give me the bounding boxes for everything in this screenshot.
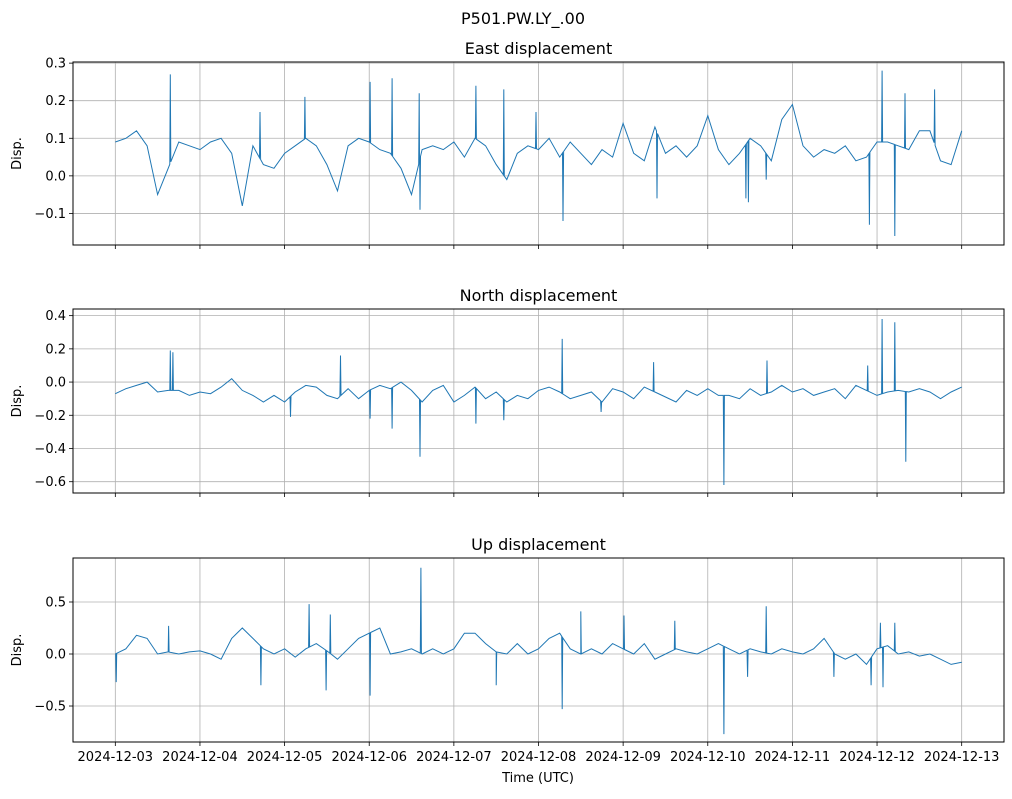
panel-title: East displacement	[465, 39, 612, 58]
y-tick-label: −0.4	[34, 442, 66, 457]
x-tick-label: 2024-12-04	[162, 750, 238, 765]
y-tick-label: −0.2	[34, 409, 66, 424]
y-tick-label: −0.1	[34, 207, 66, 222]
y-axis-label: Disp.	[10, 385, 25, 418]
panel-title: North displacement	[460, 286, 618, 305]
panel-north: −0.6 −0.4 −0.2 0.0 0.2 0.4 North displacement D…	[10, 286, 1005, 497]
series-line	[115, 567, 962, 735]
panel-up: 2024-12-03 2024-12-04 2024-12-05 2024-12-06…	[10, 535, 1005, 765]
x-axis-label: Time (UTC)	[501, 771, 574, 786]
y-tick-label: −0.5	[34, 700, 66, 715]
y-tick-label: 0.0	[45, 648, 66, 663]
y-axis-label: Disp.	[10, 137, 25, 170]
y-tick-label: 0.5	[45, 595, 66, 610]
y-tick-label: 0.0	[45, 376, 66, 391]
x-tick-label: 2024-12-13	[924, 750, 1000, 765]
y-tick-label: 0.2	[45, 94, 66, 109]
y-tick-label: 0.2	[45, 342, 66, 357]
x-tick-label: 2024-12-03	[78, 750, 154, 765]
x-tick-label: 2024-12-10	[670, 750, 746, 765]
panel-title: Up displacement	[471, 535, 606, 554]
y-tick-label: 0.4	[45, 309, 66, 324]
x-tick-label: 2024-12-08	[501, 750, 577, 765]
y-tick-label: −0.6	[34, 475, 66, 490]
x-tick-label: 2024-12-12	[839, 750, 915, 765]
x-tick-label: 2024-12-06	[331, 750, 407, 765]
x-tick-label: 2024-12-11	[755, 750, 831, 765]
x-tick-label: 2024-12-09	[585, 750, 661, 765]
series-line	[115, 70, 963, 237]
series-line	[115, 318, 962, 486]
x-tick-label: 2024-12-07	[416, 750, 492, 765]
x-tick-label: 2024-12-05	[247, 750, 323, 765]
y-axis-label: Disp.	[10, 634, 25, 667]
panel-east: −0.1 0.0 0.1 0.2 0.3 East displacement Disp.	[10, 39, 1005, 249]
y-tick-label: 0.0	[45, 169, 66, 184]
y-tick-label: 0.1	[45, 132, 66, 147]
figure-title: P501.PW.LY_.00	[461, 9, 585, 29]
y-tick-label: 0.3	[45, 57, 66, 72]
